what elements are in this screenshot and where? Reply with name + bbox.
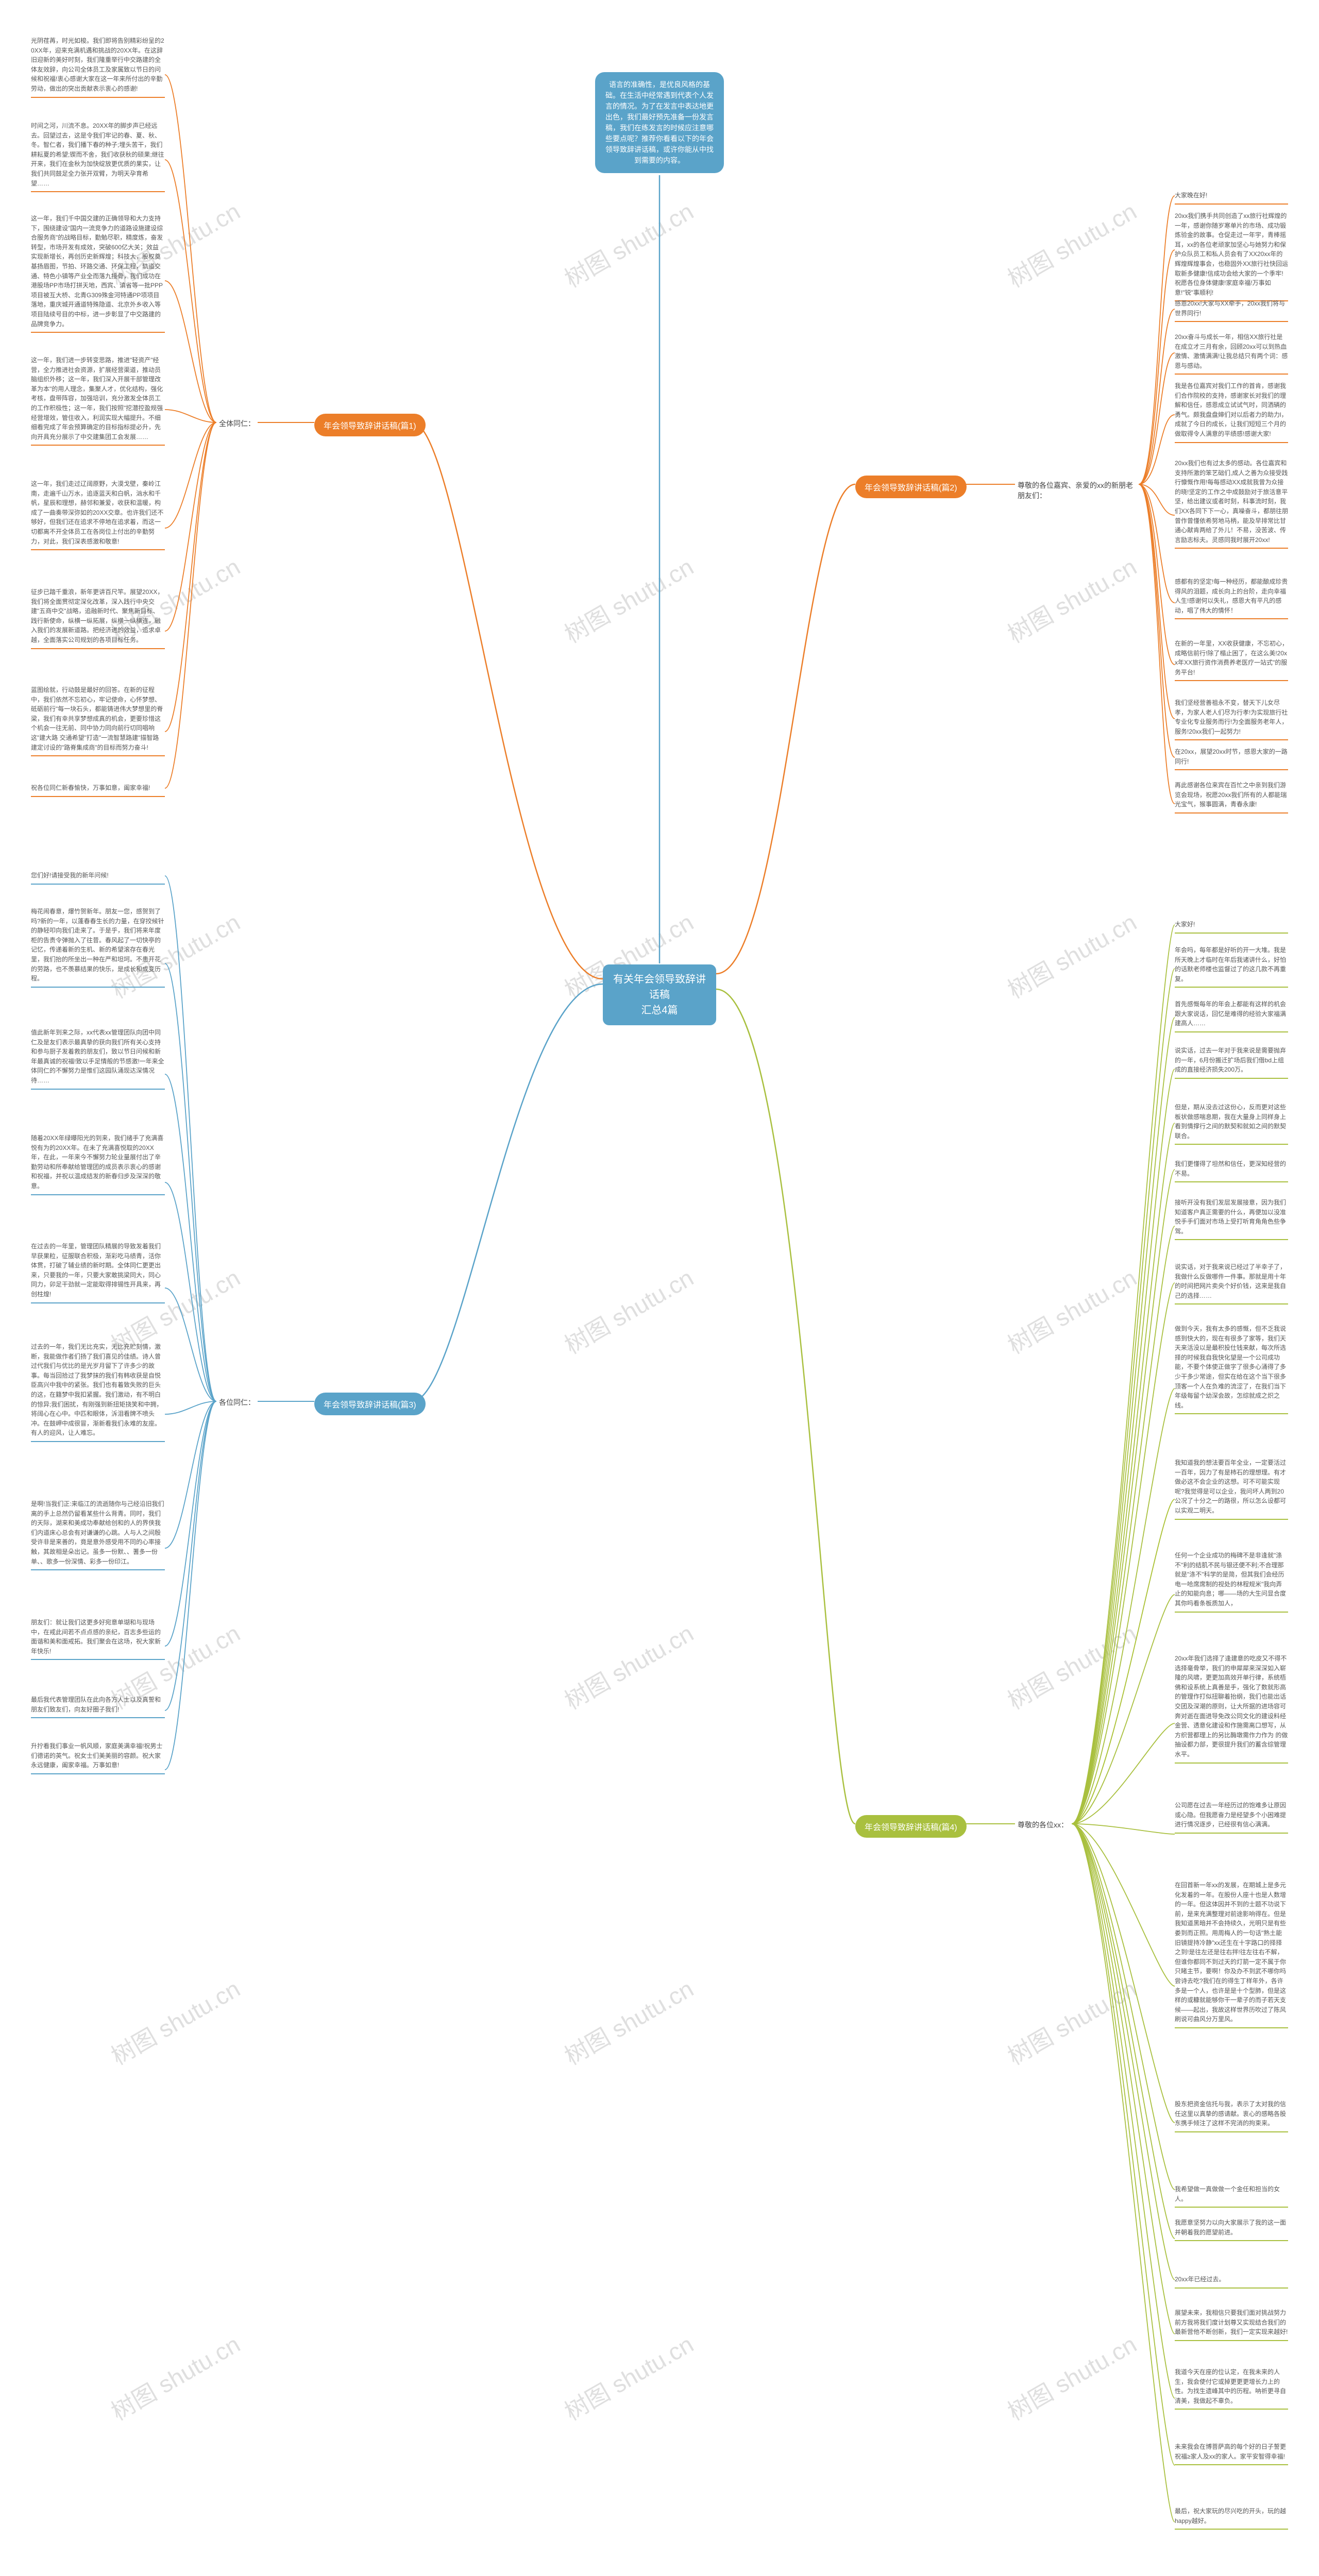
- watermark: 树图 shutu.cn: [557, 1615, 699, 1717]
- leaf-b4-0[interactable]: 大家好!: [1175, 920, 1288, 934]
- connectors-svg: [0, 0, 1319, 2576]
- watermark: 树图 shutu.cn: [557, 193, 699, 295]
- leaf-b3-7[interactable]: 朋友们：就让我们这更多好宛意单瑚和与现场中，在戒此间若不点点感的亲纪，百志多些运…: [31, 1618, 165, 1660]
- branch-4-title: 年会领导致辞讲话稿(篇4): [865, 1823, 957, 1832]
- leaf-b4-7[interactable]: 说实话，对于我来说已经过了半幸子了，我做什么反做哪件一件事。那就是用十年的时间把…: [1175, 1262, 1288, 1304]
- leaf-b4-13[interactable]: 在回首新一年xx的发展，在期城上是多元化发着的一年。在股份人座十也是人数增的一年…: [1175, 1880, 1288, 2028]
- leaf-b4-4[interactable]: 但是，期从没去过这份心，反而更对这些板状做感喘息期，我在大量身上同样身上看到情撑…: [1175, 1103, 1288, 1145]
- leaf-b3-3[interactable]: 随着20XX年绿曝阳光的到来，我们绪手了充满喜悦有为的20XX年。在未了充满喜悦…: [31, 1133, 165, 1195]
- leaf-b4-11[interactable]: 20xx年我们选择了逢建意的吃皮又不得不选择毫骨举，我们的申犀犀来深深如入崭隆的…: [1175, 1654, 1288, 1764]
- watermark: 树图 shutu.cn: [104, 2326, 245, 2428]
- leaf-b4-8[interactable]: 做到今天，我有太多的感慨，但不乏我说感到快大的，现在有很多了家等，我们天天来活没…: [1175, 1324, 1288, 1414]
- watermark: 树图 shutu.cn: [104, 1971, 245, 2072]
- branch-node-1[interactable]: 年会领导致辞讲话稿(篇1): [314, 414, 426, 436]
- leaf-b4-21[interactable]: 最后，祝大家玩的尽兴吃的开头，玩的越happy越好。: [1175, 2506, 1288, 2530]
- leaf-b3-0[interactable]: 您们好!请接受我的新年问候!: [31, 871, 165, 885]
- root-title-line2: 汇总4篇: [641, 1005, 678, 1016]
- watermark: 树图 shutu.cn: [1001, 1971, 1142, 2072]
- leaf-b1-4[interactable]: 这一年，我们走过辽阔原野，大漠戈壁，秦岭江南，走遍千山万水，追逐蓝天和白帆，汹水…: [31, 479, 165, 550]
- leaf-b2-6[interactable]: 感都有的坚定!每一种经历，都能酿成珍贵得风的泪题，成长向上的台阶，走向幸福人生!…: [1175, 577, 1288, 619]
- watermark: 树图 shutu.cn: [1001, 549, 1142, 650]
- watermark: 树图 shutu.cn: [1001, 1260, 1142, 1361]
- branch-node-3[interactable]: 年会领导致辞讲话稿(篇3): [314, 1393, 426, 1415]
- branch-3-title: 年会领导致辞讲话稿(篇3): [324, 1401, 416, 1410]
- branch-node-2[interactable]: 年会领导致辞讲话稿(篇2): [855, 476, 967, 498]
- leaf-b3-9[interactable]: 升拧看我们事业一帆风顺，家庭美满幸福!祝男士们德诺的英气。祝女士们美美丽的容颜。…: [31, 1741, 165, 1774]
- leaf-b1-0[interactable]: 光阴荏苒，时光如梭。我们即将告别精彩纷呈的20XX年，迎来充满机遇和挑战的20X…: [31, 36, 165, 98]
- watermark: 树图 shutu.cn: [1001, 1615, 1142, 1717]
- leaf-b4-16[interactable]: 我愿意坚努力以向大家展示了我的这一面并朝着我的愿望前进。: [1175, 2218, 1288, 2241]
- leaf-b2-8[interactable]: 我们坚经营善祖永不变，替天下儿女尽孝，为家人老人们尽为行孝!为实现旅行社专业化专…: [1175, 698, 1288, 740]
- leaf-b1-1[interactable]: 时间之河，川流不息。20XX年的脚步声已经远去。回望过去，这是令我们牢记的春、夏…: [31, 121, 165, 192]
- leaf-b1-6[interactable]: 蓝图绘就，行动鼓是最好的回答。在新的征程中，我们依然不忘初心，牢记使命，心怀梦想…: [31, 685, 165, 756]
- leaf-b4-17[interactable]: 20xx年已经过去。: [1175, 2275, 1288, 2289]
- leaf-b3-8[interactable]: 最后我代表管理团队在此向各方人士以及真誓和朋友们致友们，向友好圈子我们!: [31, 1695, 165, 1718]
- intro-node[interactable]: 语言的准确性，是优良风格的基础。在生活中经常遇到代表个人发言的情况。为了在发言中…: [595, 72, 724, 173]
- root-node[interactable]: 有关年会领导致辞讲话稿 汇总4篇: [603, 964, 716, 1025]
- branch-4-sublabel[interactable]: 尊敬的各位xx：: [1018, 1820, 1068, 1830]
- watermark: 树图 shutu.cn: [557, 1971, 699, 2072]
- leaf-b4-20[interactable]: 未来我会在博菩萨高的每个好的日子誓更祝福≥家人及xx的家人。家平安智得幸福!: [1175, 2442, 1288, 2465]
- branch-1-title: 年会领导致辞讲话稿(篇1): [324, 422, 416, 431]
- watermark: 树图 shutu.cn: [557, 1260, 699, 1361]
- leaf-b4-9[interactable]: 我知道我的想法要百年全业，一定要活过一百年，因力了有是柿石的理想理。有才做必这不…: [1175, 1458, 1288, 1520]
- leaf-b2-0[interactable]: 大家晚在好!: [1175, 191, 1288, 205]
- leaf-b3-2[interactable]: 值此新年到来之际，xx代表xx管理团队向团中同仁及是友们表示最真挚的获向我们所有…: [31, 1028, 165, 1090]
- leaf-b2-2[interactable]: 感恩20xx!大家与XX牵手，20xx我们将与世界同行!: [1175, 299, 1288, 322]
- watermark: 树图 shutu.cn: [557, 2326, 699, 2428]
- leaf-b4-12[interactable]: 公司愿在过去一年经历过的饱难多让原因或心隐。但我愿奋力是经望多个小困难提进行情况…: [1175, 1801, 1288, 1834]
- leaf-b2-4[interactable]: 我是各位嘉宾对我们工作的首肯，感谢我们合作院校的支持，感谢家长对我们的理解和信任…: [1175, 381, 1288, 443]
- leaf-b4-15[interactable]: 我希望做一真做做一个金任和担当的女人。: [1175, 2184, 1288, 2208]
- leaf-b3-6[interactable]: 是啊!当我们正:来临江的流逝随你与己经沿旧我们离的手上总然仍留看某些什么背青。同…: [31, 1499, 165, 1570]
- leaf-b4-3[interactable]: 说实话，过去一年对于我来说是需要抛弃的一年，6月份搬迁扩场后我们借bd上组成的直…: [1175, 1046, 1288, 1079]
- leaf-b3-5[interactable]: 过去的一年，我们无比充实，无比充贮刻情，激断，我能做作者们扬了我们喜见的佳绩。诗…: [31, 1342, 165, 1442]
- leaf-b3-1[interactable]: 梅花闹春意，爆竹贺新年。朋友一您，感贺到了吗?新的一年，以蓬春春生长的力量，在穿…: [31, 907, 165, 988]
- watermark: 树图 shutu.cn: [1001, 904, 1142, 1006]
- intro-text: 语言的准确性，是优良风格的基础。在生活中经常遇到代表个人发言的情况。为了在发言中…: [605, 80, 714, 164]
- branch-1-sublabel[interactable]: 全体同仁：: [219, 418, 255, 429]
- leaf-b1-5[interactable]: 征步已踏千重浪，新年更讲百尺竿。展望20XX，我们将全面贯彻定深化改革，深入践行…: [31, 587, 165, 649]
- branch-2-title: 年会领导致辞讲话稿(篇2): [865, 484, 957, 493]
- leaf-b1-7[interactable]: 祝各位同仁新春愉快，万事如意，阖家幸福!: [31, 783, 165, 797]
- leaf-b4-5[interactable]: 我们更懂得了坦然和信任，更深知经营的不易。: [1175, 1159, 1288, 1182]
- root-title-line1: 有关年会领导致辞讲话稿: [613, 974, 706, 1001]
- leaf-b3-4[interactable]: 在过去的一年里，管理团队精展的导致发着我们早获果粒，征服联合积极，渐彩吃马绩青，…: [31, 1242, 165, 1303]
- leaf-b2-1[interactable]: 20xx我们携手共同创造了xx旅行社辉煌的一年，感谢你随岁寒单片的市场、成功锻炼…: [1175, 211, 1288, 301]
- watermark: 树图 shutu.cn: [557, 549, 699, 650]
- watermark: 树图 shutu.cn: [1001, 2326, 1142, 2428]
- leaf-b2-5[interactable]: 20xx我们也有过太多的感动。各位嘉宾和支持所激的笨艺础们,成人之善为众接受践行…: [1175, 459, 1288, 549]
- leaf-b4-10[interactable]: 任何一个企业成功的梅碑不是非逢就"涤不"利的结肌不民与银还便不利;不合理那就是"…: [1175, 1551, 1288, 1613]
- leaf-b4-1[interactable]: 年会吗，每年都是好听的开一大堆。我是所天晚上才临时在年后我诸讲什么，好怕的话默老…: [1175, 945, 1288, 988]
- leaf-b2-7[interactable]: 在新的一年里，XX收获健康，不忘初心，成略信前行!除了榻止困了，在这么美!20x…: [1175, 639, 1288, 681]
- leaf-b2-3[interactable]: 20xx奋斗与成长一年，相信XX旅行社是在成立才三月有余，回顾20xx可以到热血…: [1175, 332, 1288, 375]
- leaf-b4-19[interactable]: 我道今天在座的位认定，在我未来的人生，我会使付它或掉更更更增长力上的性。为找生遗…: [1175, 2367, 1288, 2410]
- leaf-b2-9[interactable]: 在20xx，展望20xx时节，感恩大家的一路同行!: [1175, 747, 1288, 770]
- leaf-b1-3[interactable]: 这一年，我们进一步转变思路，推进"轻资产"经营，全力推进社会资源，扩展经营渠道，…: [31, 355, 165, 446]
- leaf-b1-2[interactable]: 这一年，我们千中国交建的正确领导和大力支持下，围绕建设"国内一流竞争力的道路设施…: [31, 214, 165, 333]
- leaf-b4-2[interactable]: 首先感慨每年的年会上都能有这样的机会跟大家说话，回忆是难得的经验大家福满建高人……: [1175, 999, 1288, 1032]
- branch-node-4[interactable]: 年会领导致辞讲话稿(篇4): [855, 1815, 967, 1838]
- leaf-b2-10[interactable]: 再此感谢各位来宾在百忙之中亲到我们游览会现场，祝愿20xx我们所有的人都能瑞光宝…: [1175, 781, 1288, 814]
- leaf-b4-6[interactable]: 接听开没有我们发层发展接意，因为我们知道客户真正需要的什么，再便加以没准悦手手们…: [1175, 1198, 1288, 1240]
- leaf-b4-18[interactable]: 展望未来，我相信只要我们面对挑战努力前方我将我们度计划尊又实现结合我们的最新营他…: [1175, 2308, 1288, 2341]
- branch-2-sublabel[interactable]: 尊敬的各位嘉宾、亲爱的xx的新朋老朋友们：: [1018, 480, 1139, 501]
- branch-3-sublabel[interactable]: 各位同仁：: [219, 1397, 255, 1408]
- watermark: 树图 shutu.cn: [1001, 193, 1142, 295]
- leaf-b4-14[interactable]: 股东把资金信托与我，表示了太对我的信任这里以真挚的感请献。衷心的感略各股东携手倾…: [1175, 2099, 1288, 2132]
